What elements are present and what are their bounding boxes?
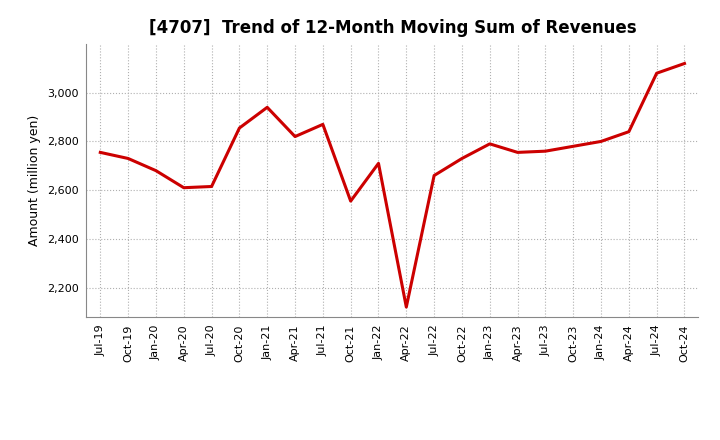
Y-axis label: Amount (million yen): Amount (million yen) <box>29 115 42 246</box>
Title: [4707]  Trend of 12-Month Moving Sum of Revenues: [4707] Trend of 12-Month Moving Sum of R… <box>148 19 636 37</box>
